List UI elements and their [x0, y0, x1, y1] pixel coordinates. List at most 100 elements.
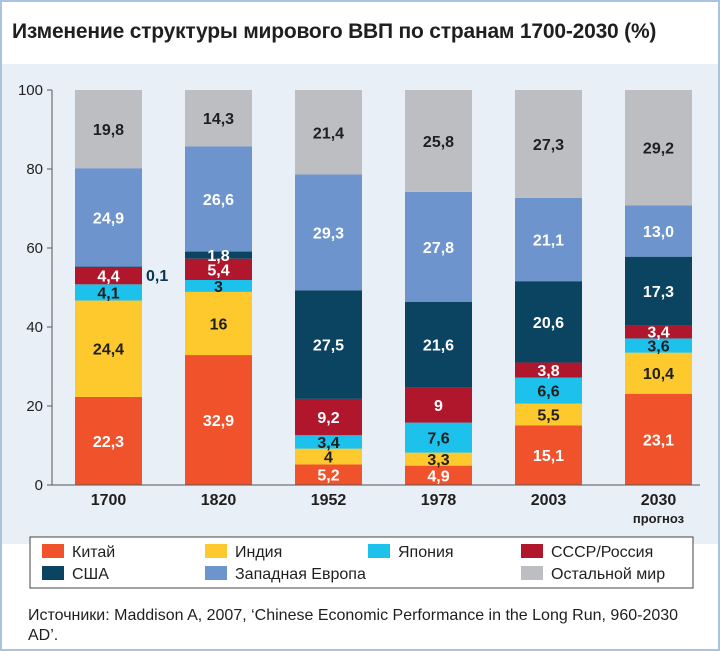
legend-label: СССР/Россия: [551, 544, 653, 561]
data-label: 6,6: [537, 384, 559, 401]
bar-segment: [515, 377, 582, 404]
bars: 22,3 24,4 4,14,4 0,1 24,9 19,8 32,9 16 35,41,8 26…: [75, 90, 692, 485]
data-label: 13,0: [643, 224, 674, 241]
legend: Китай Индия Япония СССР/Россия США Западная Е…: [29, 536, 694, 589]
y-tick-label: 60: [26, 240, 43, 257]
data-label: 1,8: [207, 248, 229, 265]
data-label: 4: [324, 450, 333, 467]
data-label: 4,9: [427, 468, 449, 485]
data-label: 23,1: [643, 432, 674, 449]
data-label: 10,4: [643, 366, 674, 383]
legend-swatch: [205, 566, 227, 580]
bar-segment: [625, 205, 692, 257]
data-label: 29,3: [313, 225, 344, 242]
data-label: 17,3: [643, 284, 674, 301]
data-label: 29,2: [643, 141, 674, 158]
bar-segment: [405, 465, 472, 485]
bar-segment: [75, 284, 142, 301]
data-label: 32,9: [203, 413, 234, 430]
data-label: 9: [434, 398, 443, 415]
x-tick-label: 2030: [641, 492, 677, 509]
bar-segment: [625, 256, 692, 326]
legend-swatch: [205, 544, 227, 558]
x-tick-label: 1978: [421, 492, 457, 509]
data-label: 3,4: [647, 325, 669, 342]
data-label: 24,9: [93, 210, 124, 227]
data-label: 3,8: [537, 363, 559, 380]
data-label: 0,1: [146, 268, 168, 285]
data-label: 27,5: [313, 338, 344, 355]
y-tick-label: 40: [26, 319, 43, 336]
bar-segment: [625, 393, 692, 485]
bar-segment: [185, 355, 252, 485]
legend-label: Остальной мир: [551, 566, 665, 583]
legend-swatch: [42, 544, 64, 558]
data-label: 14,3: [203, 111, 234, 128]
x-tick-label: 1820: [201, 492, 237, 509]
bar-segment: [185, 291, 252, 356]
bar-segment: [515, 281, 582, 363]
bar-segment: [185, 279, 252, 292]
x-tick-label: 1700: [91, 492, 127, 509]
data-label: 7,6: [427, 431, 449, 448]
x-axis: 1700 1820 1952 1978 2003 2030 прогноз: [52, 484, 700, 526]
data-label: 16: [210, 316, 228, 333]
bar-segment: [185, 258, 252, 280]
data-label: 20,6: [533, 315, 564, 332]
legend-label: Япония: [398, 544, 454, 561]
legend-label: Китай: [72, 544, 115, 561]
data-label: 21,6: [423, 337, 454, 354]
legend-swatch: [42, 566, 64, 580]
legend-swatch: [521, 544, 543, 558]
bar-segment: [185, 251, 252, 259]
bar-segment: [295, 398, 362, 436]
bar-segment: [295, 174, 362, 291]
bar-segment: [405, 301, 472, 388]
bar-segment: [405, 191, 472, 302]
x-tick-label: 2003: [531, 492, 567, 509]
data-label: 27,3: [533, 137, 564, 154]
legend-swatch: [368, 544, 390, 558]
y-axis: 0 20 40 60 80 100: [18, 82, 53, 494]
bar-segment: [405, 452, 472, 466]
legend-label: Западная Европа: [235, 566, 366, 583]
bar-segment: [75, 90, 142, 169]
y-tick-label: 80: [26, 161, 43, 178]
data-label: 9,2: [317, 410, 339, 427]
data-label: 4,1: [97, 285, 119, 302]
legend-swatch: [521, 566, 543, 580]
data-label: 22,3: [93, 434, 124, 451]
bar-segment: [515, 197, 582, 282]
data-label: 3,3: [427, 452, 449, 469]
bar-segment: [295, 290, 362, 399]
legend-label: США: [72, 566, 109, 583]
y-tick-label: 100: [18, 82, 43, 99]
data-label: 21,4: [313, 125, 344, 142]
bar-segment: [295, 464, 362, 485]
data-label: 3: [214, 279, 223, 296]
bar-segment: [405, 90, 472, 192]
y-tick-label: 20: [26, 398, 43, 415]
data-label: 5,4: [207, 262, 229, 279]
legend-label: Индия: [235, 544, 282, 561]
chart-title: Изменение структуры мирового ВВП по стра…: [12, 20, 657, 43]
bar-segment: [515, 362, 582, 378]
source-note: Источники: Maddison A, 2007, ‘Chinese Ec…: [28, 607, 679, 644]
bar-segment: [185, 146, 252, 252]
data-label: 21,1: [533, 233, 564, 250]
bar-segment: [625, 338, 692, 353]
data-label: 25,8: [423, 134, 454, 151]
data-label: 15,1: [533, 448, 564, 465]
data-label: 19,8: [93, 122, 124, 139]
bar-segment: [75, 300, 142, 397]
bar-segment: [625, 90, 692, 206]
data-label: 5,5: [537, 407, 559, 424]
bar-segment: [295, 448, 362, 465]
legend-box: [29, 536, 694, 589]
data-label: 27,8: [423, 240, 454, 257]
bar-segment: [295, 90, 362, 175]
data-label: 26,6: [203, 192, 234, 209]
bar-segment: [75, 396, 142, 485]
data-label: 4,4: [97, 269, 119, 286]
